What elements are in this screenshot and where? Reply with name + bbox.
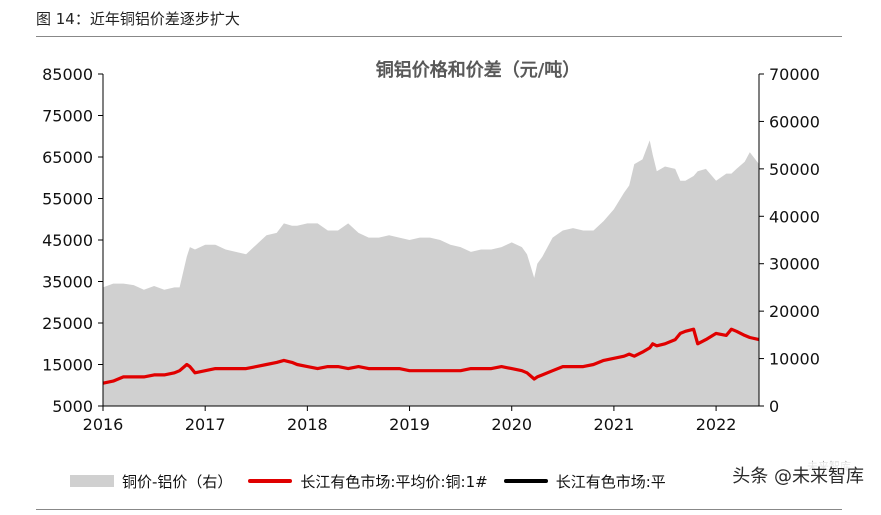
x-tick-label: 2022 [696, 415, 737, 434]
x-tick-label: 2019 [389, 415, 430, 434]
legend-item-copper: 长江有色市场:平均价:铜:1# [248, 471, 488, 492]
legend-swatch-aluminum [503, 479, 548, 483]
y-right-tick-label: 70000 [769, 65, 820, 84]
figure-caption: 图 14：近年铜铝价差逐步扩大 [36, 10, 240, 28]
copper-price-line [102, 327, 760, 385]
watermark: 头条 @未来智库 [729, 462, 867, 488]
y-left-tick-label: 25000 [42, 314, 93, 333]
y-left-tick-label: 35000 [42, 273, 93, 292]
y-left-tick-label: 45000 [42, 231, 93, 250]
legend-item-aluminum: 长江有色市场:平 [503, 471, 666, 492]
x-tick-label: 2016 [83, 415, 124, 434]
y-left-tick-label: 75000 [42, 107, 93, 126]
caption-rule [36, 36, 842, 37]
y-right-tick-label: 40000 [769, 207, 820, 226]
legend-label-copper: 长江有色市场:平均价:铜:1# [300, 472, 488, 491]
x-tick-label: 2018 [287, 415, 328, 434]
legend-swatch-copper [248, 479, 293, 483]
spread-area-layer [103, 140, 759, 406]
legend-label-spread: 铜价-铝价（右） [122, 472, 233, 491]
spread-area [103, 140, 759, 406]
y-right-tick-label: 60000 [769, 112, 820, 131]
x-tick-label: 2021 [594, 415, 635, 434]
axes-layer: 5000 15000 25000 35000 45000 55000 65000 75000 8… [42, 65, 820, 434]
footer-rule [36, 509, 842, 510]
legend-swatch-spread [70, 475, 114, 487]
y-left-tick-label: 5000 [52, 397, 93, 416]
y-left-tick-label: 15000 [42, 356, 93, 375]
y-right-tick-label: 20000 [769, 302, 820, 321]
y-left-tick-label: 85000 [42, 65, 93, 84]
x-tick-label: 2017 [185, 415, 226, 434]
y-left-tick-label: 55000 [42, 190, 93, 209]
y-right-tick-label: 0 [769, 397, 779, 416]
y-left-tick-label: 65000 [42, 148, 93, 167]
chart-title: 铜铝价格和价差（元/吨） [376, 59, 581, 81]
legend-item-spread: 铜价-铝价（右） [70, 471, 232, 492]
price-lines-layer [102, 327, 760, 385]
x-tick-label: 2020 [491, 415, 532, 434]
y-right-tick-label: 50000 [769, 160, 820, 179]
legend-label-aluminum: 长江有色市场:平 [555, 472, 666, 491]
legend: 铜价-铝价（右） 长江有色市场:平均价:铜:1# 长江有色市场:平 [70, 470, 682, 492]
y-right-tick-label: 30000 [769, 255, 820, 274]
y-right-tick-label: 10000 [769, 350, 820, 369]
